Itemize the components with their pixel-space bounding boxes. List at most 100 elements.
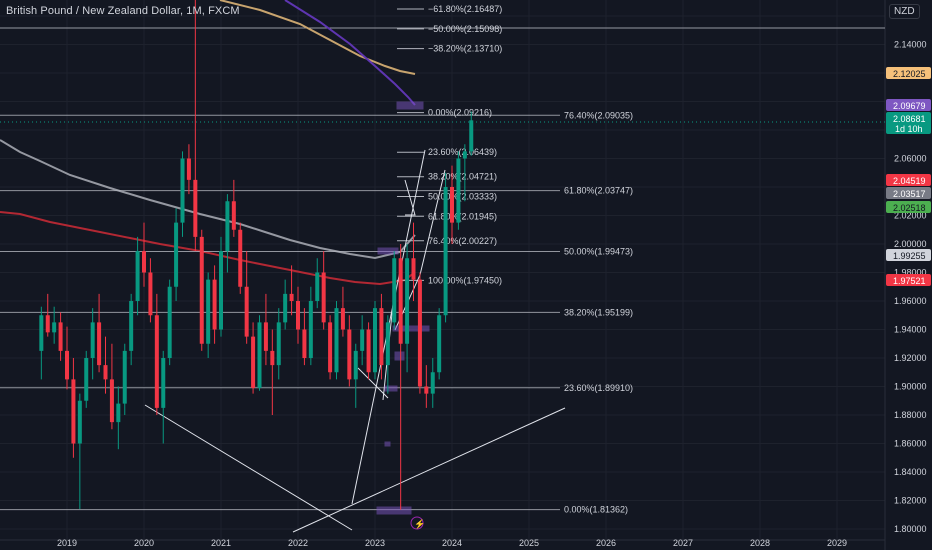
candle-body [270,350,275,366]
candle-body [52,322,57,333]
fib-retracement-label: 61.80%(2.01945) [428,211,497,221]
candle-body [161,358,166,408]
fib-retracement-label: 23.60%(2.06439) [428,147,497,157]
candle-body [77,400,82,444]
candle-body [45,315,50,333]
fib-retracement-label: 100.00%(1.97450) [428,275,502,285]
candle-body [142,251,146,273]
candle-body [398,258,403,344]
candle-body [321,272,326,323]
candle-body [65,350,69,380]
price-tick-label: 1.82000 [894,496,927,506]
candle-body [97,322,102,366]
price-tag-value: 2.04519 [893,176,926,186]
candle-body [302,329,307,358]
fib-level-label: 0.00%(1.81362) [564,505,628,515]
candle-body [373,308,377,373]
price-tag [886,274,931,286]
year-tick-label: 2022 [288,538,308,548]
candle-body [289,293,294,301]
year-tick-label: 2020 [134,538,154,548]
price-tag-value: 2.08681 [893,114,926,124]
price-tick-label: 1.92000 [894,353,927,363]
trend-line [357,367,389,399]
candle-body [315,272,320,301]
price-tick-label: 1.96000 [894,296,927,306]
candle-body [411,258,416,280]
fib-level-label: 23.60%(1.89910) [564,383,633,393]
candle-body [308,301,313,358]
candle-body [71,379,76,444]
candle-body [129,301,134,351]
price-tick-label: 2.14000 [894,40,927,50]
price-tag [886,112,931,134]
candle-body [379,308,384,366]
candle-body [122,350,127,404]
year-tick-label: 2029 [827,538,847,548]
price-tick-label: 1.84000 [894,467,927,477]
year-tick-label: 2026 [596,538,616,548]
price-tag-value: 2.12025 [893,69,926,79]
candle-body [58,322,63,351]
candle-body [174,222,179,287]
candle-body [430,372,435,394]
candle-body [328,322,333,373]
zone-box [377,247,399,255]
candle-body [334,308,339,373]
year-tick-label: 2021 [211,538,231,548]
candle-body [116,403,121,423]
price-tag [886,249,931,261]
candle-body [238,229,243,287]
moving-average-tan [219,0,416,75]
candle-body [109,379,114,423]
candle-body [340,308,345,330]
fib-level-label: 38.20%(1.95199) [564,307,633,317]
pattern-line [404,179,416,216]
year-tick-label: 2019 [57,538,77,548]
candle-body [443,187,448,316]
zone-box [394,351,405,361]
candle-body [405,258,410,344]
candle-body [84,358,89,401]
currency-button[interactable]: NZD [889,4,920,19]
price-tag-value: 1.97521 [893,276,926,286]
candle-body [167,286,172,358]
fib-extension-label: −38.20%(2.13710) [428,44,502,54]
candle-body [39,315,44,351]
event-icon [410,516,424,530]
candle-body [219,251,223,330]
candle-body [353,350,358,380]
candle-body [276,322,281,366]
candle-body [437,315,442,373]
candle-body [103,365,108,380]
candle-body [206,279,211,344]
candle-body [296,301,300,330]
year-tick-label: 2024 [442,538,462,548]
price-tick-label: 1.86000 [894,439,927,449]
candle-body [199,236,204,344]
candle-body [456,158,461,223]
candle-body [360,329,365,351]
price-tick-label: 2.02000 [894,211,927,221]
candle-body [212,279,217,330]
price-tick-label: 1.94000 [894,325,927,335]
candle-body [154,315,159,408]
price-tag-value: 2.09679 [893,101,926,111]
zone-box [376,506,412,515]
candle-body [135,251,140,301]
candle-body [347,329,352,380]
candle-body [148,272,153,316]
price-tick-label: 2.06000 [894,154,927,164]
year-tick-label: 2027 [673,538,693,548]
fib-extension-label: −61.80%(2.16487) [428,4,502,14]
candle-body [385,322,390,366]
trend-line [144,404,353,531]
price-tick-label: 1.90000 [894,382,927,392]
fib-extension-label: −50.00%(2.15098) [428,24,502,34]
candle-body [257,322,262,388]
price-tag [886,174,931,186]
year-tick-label: 2025 [519,538,539,548]
price-tag-value: 2.02518 [893,203,926,213]
candle-body [469,120,474,152]
